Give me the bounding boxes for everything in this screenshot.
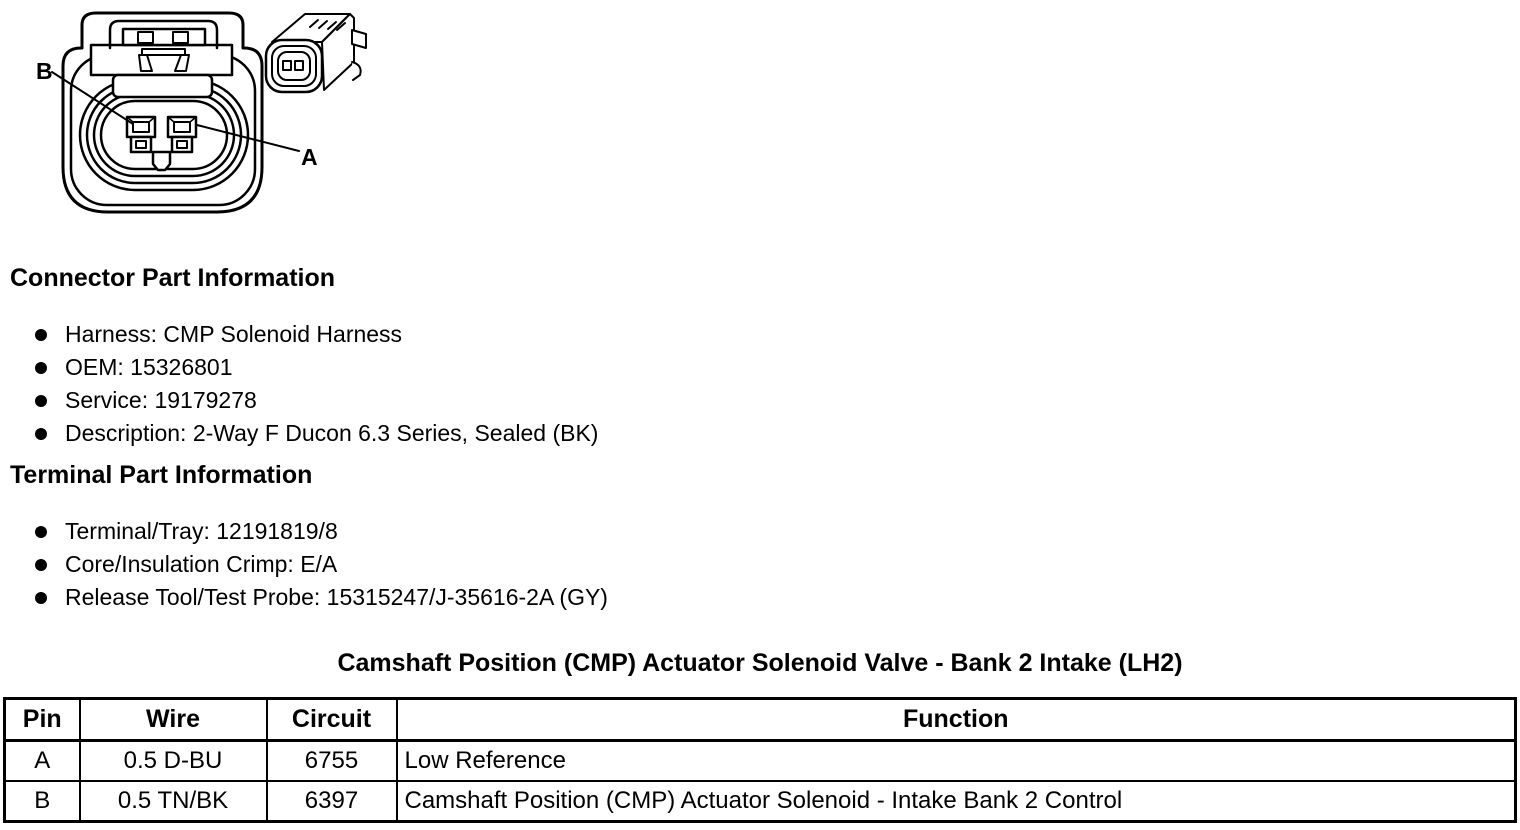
cell-circuit: 6755 [265, 739, 398, 782]
bullet-icon [35, 525, 47, 538]
list-item-text: Core/Insulation Crimp: E/A [65, 551, 338, 577]
cell-function: Low Reference [395, 739, 1517, 782]
pinout-table: Pin Wire Circuit Function A 0.5 D-BU 675… [3, 697, 1517, 823]
connector-diagram-svg: B A [36, 11, 367, 214]
list-item: Terminal/Tray: 12191819/8 [35, 515, 608, 548]
terminal-cavity-a [166, 115, 198, 154]
section-heading-terminal-part-information: Terminal Part Information [10, 461, 313, 489]
col-header-circuit: Circuit [265, 697, 398, 742]
pin-label-b: B [36, 58, 53, 84]
bullet-icon [35, 328, 47, 341]
terminal-part-info-list: Terminal/Tray: 12191819/8 Core/Insulatio… [35, 515, 608, 614]
list-item: OEM: 15326801 [35, 351, 598, 384]
list-item-text: Description: 2-Way F Ducon 6.3 Series, S… [65, 420, 599, 446]
list-item: Core/Insulation Crimp: E/A [35, 548, 608, 581]
connector-front-view [61, 11, 264, 214]
bullet-icon [35, 394, 47, 407]
cell-wire: 0.5 D-BU [78, 739, 268, 782]
table-row: B 0.5 TN/BK 6397 Camshaft Position (CMP)… [3, 780, 1517, 823]
pinout-table-title: Camshaft Position (CMP) Actuator Solenoi… [337, 649, 1183, 677]
bullet-icon [35, 361, 47, 374]
col-header-pin: Pin [3, 697, 81, 742]
connector-3d-view [264, 13, 367, 94]
list-item: Service: 19179278 [35, 384, 598, 417]
list-item-text: Service: 19179278 [65, 387, 257, 413]
cell-wire: 0.5 TN/BK [78, 780, 268, 823]
leader-line-a [196, 124, 300, 152]
list-item-text: Terminal/Tray: 12191819/8 [65, 518, 338, 544]
cell-pin: B [3, 780, 81, 823]
table-header-row: Pin Wire Circuit Function [3, 697, 1517, 742]
table-row: A 0.5 D-BU 6755 Low Reference [3, 739, 1517, 782]
cell-function: Camshaft Position (CMP) Actuator Solenoi… [395, 780, 1517, 823]
list-item: Harness: CMP Solenoid Harness [35, 318, 598, 351]
pin-label-a: A [301, 144, 318, 170]
section-heading-connector-part-information: Connector Part Information [10, 264, 336, 292]
bullet-icon [35, 591, 47, 604]
bullet-icon [35, 558, 47, 571]
leader-line-b [51, 71, 134, 125]
terminal-cavity-b [125, 115, 157, 154]
list-item-text: Harness: CMP Solenoid Harness [65, 321, 403, 347]
cell-pin: A [3, 739, 81, 782]
bullet-icon [35, 427, 47, 440]
connector-part-info-list: Harness: CMP Solenoid Harness OEM: 15326… [35, 318, 598, 450]
col-header-function: Function [395, 697, 1517, 742]
col-header-wire: Wire [78, 697, 268, 742]
list-item-text: OEM: 15326801 [65, 354, 233, 380]
cell-circuit: 6397 [265, 780, 398, 823]
list-item-text: Release Tool/Test Probe: 15315247/J-3561… [65, 584, 608, 610]
connector-diagram: B A [0, 0, 380, 240]
list-item: Description: 2-Way F Ducon 6.3 Series, S… [35, 417, 598, 450]
list-item: Release Tool/Test Probe: 15315247/J-3561… [35, 581, 608, 614]
